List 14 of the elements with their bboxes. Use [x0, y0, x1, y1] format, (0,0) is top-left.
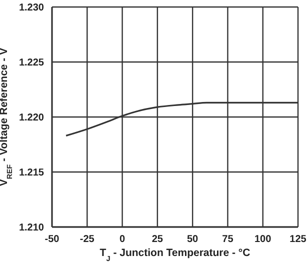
y-tick-label: 1.215	[18, 168, 44, 179]
x-tick-label: 125	[290, 234, 307, 246]
x-tick-label: 0	[120, 234, 126, 246]
y-tick-label: 1.210	[18, 222, 44, 234]
x-axis-title: T$_{J}$ - Junction Temperature - °C	[100, 247, 251, 262]
x-tick-label: 50	[187, 234, 199, 246]
x-tick-label: 25	[152, 234, 164, 246]
x-tick-label: -50	[44, 234, 60, 246]
y-tick-label: 1.225	[18, 58, 44, 69]
y-tick-label: 1.230	[18, 2, 44, 14]
x-tick-label: 100	[254, 234, 272, 246]
x-tick-label: -25	[80, 234, 95, 246]
x-tick-label: 75	[222, 234, 234, 246]
y-tick-label: 1.220	[18, 112, 44, 124]
